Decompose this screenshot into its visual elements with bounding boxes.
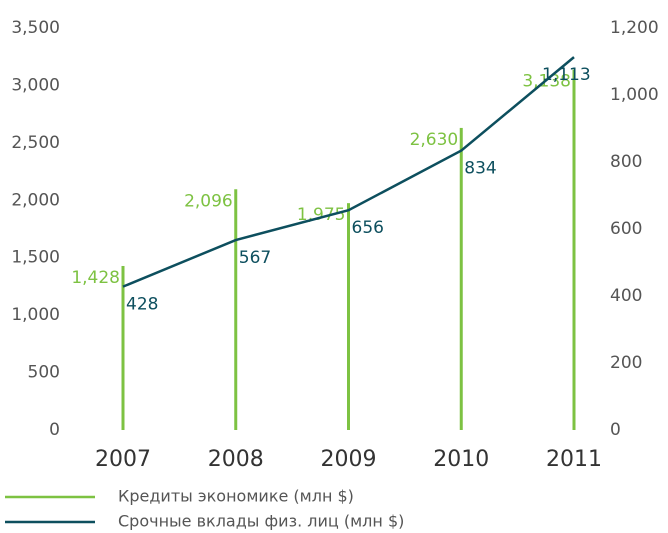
y-tick-label: 2,500 <box>11 133 60 153</box>
x-tick-label: 2010 <box>433 447 489 472</box>
value-label: 428 <box>126 295 158 315</box>
bar <box>572 69 576 431</box>
y-tick-label: 1,000 <box>11 305 60 325</box>
value-label: 2,630 <box>410 130 459 150</box>
y2-tick-label: 0 <box>610 420 621 440</box>
y-tick-label: 0 <box>49 420 60 440</box>
value-label: 1,428 <box>71 268 120 288</box>
x-tick-label: 2008 <box>208 447 264 472</box>
x-tick-label: 2007 <box>95 447 151 472</box>
value-label: 567 <box>239 248 271 268</box>
y2-tick-label: 1,200 <box>610 18 659 38</box>
y-tick-label: 500 <box>28 363 60 383</box>
x-tick-label: 2009 <box>321 447 377 472</box>
y2-tick-label: 600 <box>610 219 642 239</box>
y-tick-label: 2,000 <box>11 190 60 210</box>
value-label: 656 <box>352 218 384 238</box>
y-tick-label: 3,000 <box>11 75 60 95</box>
bar <box>347 203 350 430</box>
value-label: 3,138 <box>522 72 571 92</box>
y2-tick-label: 400 <box>610 286 642 306</box>
value-label: 834 <box>464 159 496 179</box>
line <box>122 56 575 288</box>
value-label: 2,096 <box>184 191 233 211</box>
value-label: 1,113 <box>542 65 591 85</box>
y2-tick-label: 800 <box>610 152 642 172</box>
legend-label: Срочные вклады физ. лиц (млн $) <box>118 512 404 531</box>
x-tick-label: 2011 <box>546 447 602 472</box>
y-tick-label: 3,500 <box>11 18 60 38</box>
y2-tick-label: 200 <box>610 353 642 373</box>
bar <box>234 189 238 430</box>
bar <box>459 127 463 430</box>
legend-label: Кредиты экономике (млн $) <box>118 487 354 506</box>
y-tick-label: 1,500 <box>11 248 60 268</box>
bar <box>121 265 125 430</box>
y2-tick-label: 1,000 <box>610 85 659 105</box>
